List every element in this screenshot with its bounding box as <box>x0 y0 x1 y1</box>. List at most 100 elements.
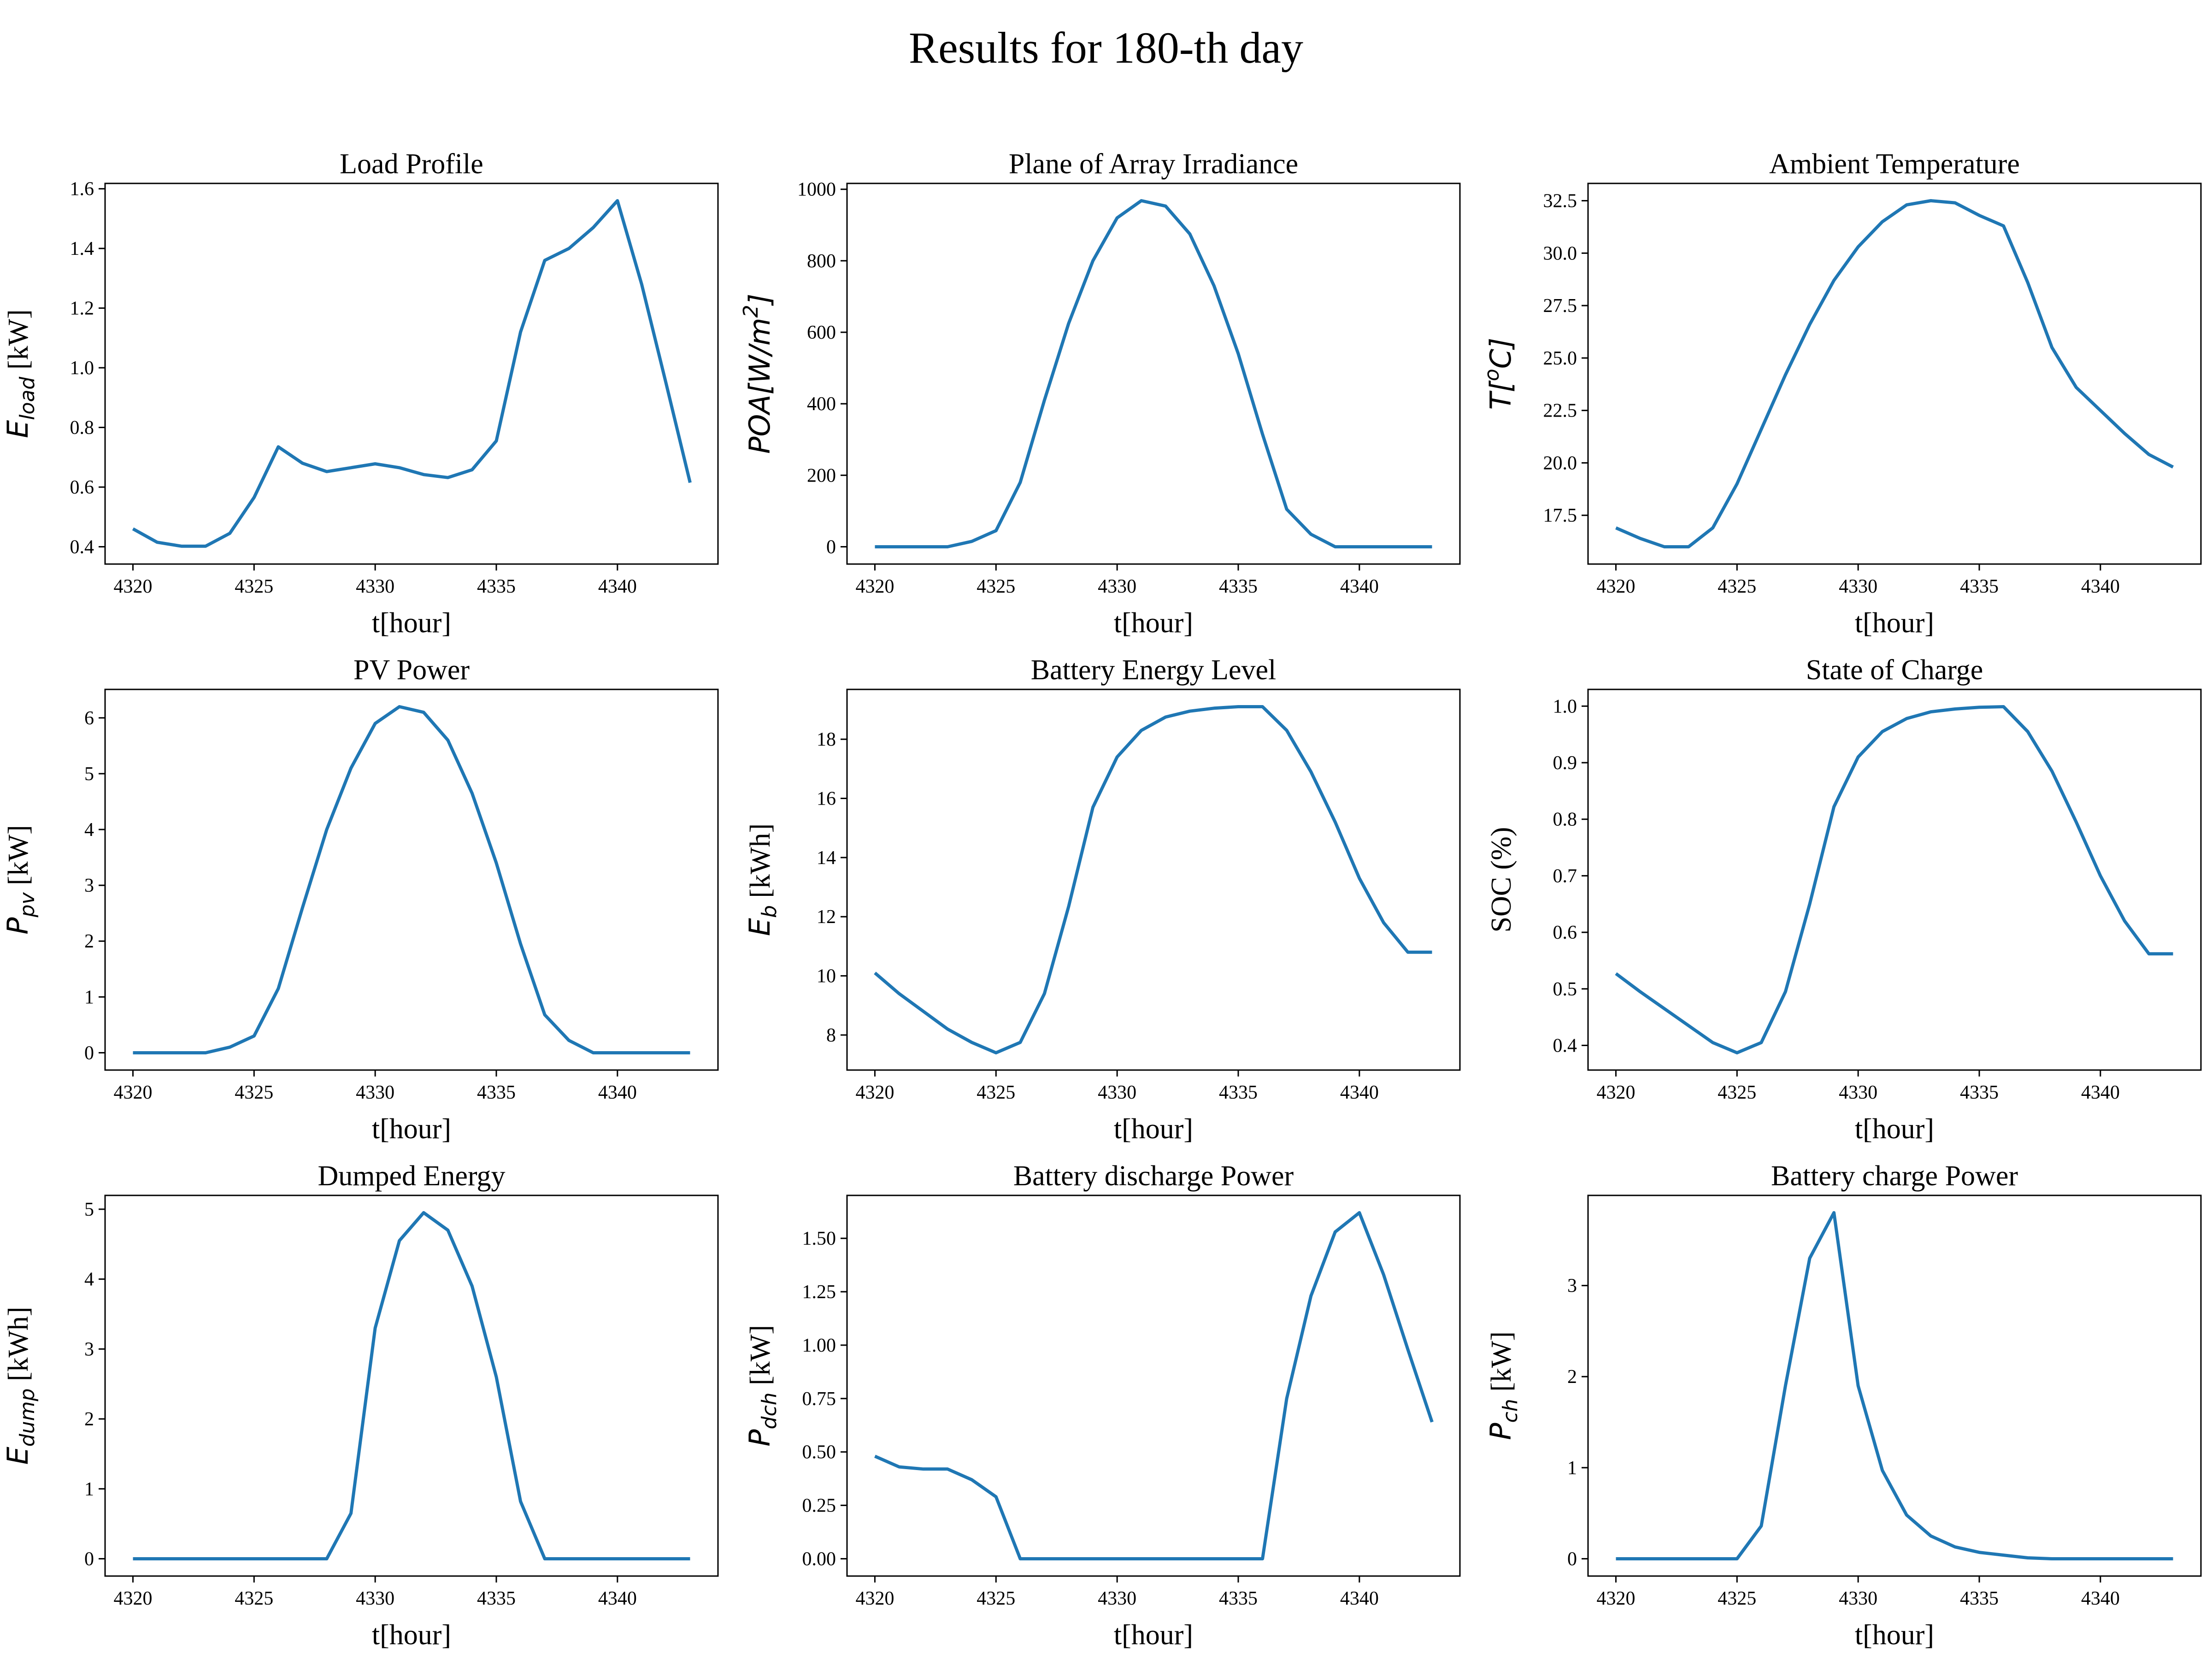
x-tick-label: 4340 <box>598 576 637 597</box>
x-tick-label: 4320 <box>855 1588 894 1609</box>
x-tick-label: 4330 <box>1098 1082 1136 1103</box>
x-tick-label: 4325 <box>1718 576 1756 597</box>
x-tick-label: 4335 <box>477 576 516 597</box>
y-label-subscript: b <box>758 905 781 918</box>
x-tick-label: 4340 <box>1340 1588 1379 1609</box>
y-tick-label: 3 <box>1567 1276 1577 1297</box>
y-label-superscript: 2 <box>739 305 763 318</box>
y-label-unit: [kWh] <box>3 1306 34 1388</box>
y-tick-label: 0 <box>84 1548 94 1570</box>
series-line <box>1616 1211 2173 1560</box>
y-tick-label: 1.00 <box>802 1335 836 1356</box>
y-tick-label: 400 <box>807 394 836 415</box>
y-label-subscript: ch <box>1499 1399 1522 1423</box>
x-tick-label: 4320 <box>1596 1082 1635 1103</box>
y-tick-label: 0.6 <box>70 477 94 498</box>
y-tick-label: 2 <box>1567 1366 1577 1388</box>
x-tick-label: 4340 <box>2081 1588 2120 1609</box>
y-axis-label: POA[W/m2] <box>739 294 777 454</box>
series-line <box>875 199 1432 548</box>
axes-frame <box>1587 1194 2202 1577</box>
x-tick-label: 4340 <box>1340 1082 1379 1103</box>
y-label-main: POA[W/m <box>743 318 777 453</box>
y-tick-label: 16 <box>817 788 836 810</box>
panel-title: Plane of Array Irradiance <box>1009 148 1298 180</box>
y-label-main: E <box>743 918 777 936</box>
panel-title: Battery discharge Power <box>1013 1160 1294 1192</box>
x-axis-label: t[hour] <box>372 607 451 639</box>
y-axis-label: Pch [kW] <box>1484 1331 1522 1440</box>
y-tick-label: 1.0 <box>70 358 94 379</box>
y-label-superscript: o <box>1480 369 1504 381</box>
panel-4: PV Power 4320 4325 4330 4335 4340 0 1 2 3 4 5 6 t[hou… <box>1 654 719 1145</box>
x-tick-label: 4325 <box>235 1588 273 1609</box>
axes-frame <box>104 688 719 1071</box>
y-tick-label: 200 <box>807 465 836 486</box>
x-axis-label: t[hour] <box>1855 1113 1934 1145</box>
panel-5: Battery Energy Level 4320 4325 4330 4335 4340… <box>743 654 1461 1145</box>
x-tick-label: 4335 <box>1960 1588 1999 1609</box>
y-tick-label: 8 <box>826 1025 836 1046</box>
y-tick-label: 4 <box>84 819 94 841</box>
series-line <box>132 199 692 548</box>
axes-frame <box>846 688 1461 1071</box>
y-tick-label: 1 <box>84 1479 94 1500</box>
y-label-subscript: pv <box>16 892 39 918</box>
y-tick-label: 1.4 <box>70 238 94 259</box>
x-axis-label: t[hour] <box>1855 607 1934 639</box>
y-tick-label: 0.5 <box>1553 979 1577 1000</box>
y-label-main: P <box>1 917 35 935</box>
y-tick-label: 3 <box>84 875 94 896</box>
x-tick-label: 4320 <box>113 1588 152 1609</box>
y-tick-label: 600 <box>807 322 836 343</box>
y-tick-label: 1 <box>84 987 94 1008</box>
x-tick-label: 4330 <box>356 1082 394 1103</box>
y-tick-label: 30.0 <box>1543 243 1577 264</box>
x-tick-label: 4330 <box>1839 1082 1877 1103</box>
y-tick-label: 1.2 <box>70 298 94 319</box>
y-label-unit: [kW] <box>3 309 34 377</box>
x-tick-label: 4335 <box>1960 576 1999 597</box>
panel-6: State of Charge 4320 4325 4330 4335 4340 0.4 0.… <box>1486 654 2202 1145</box>
y-tick-label: 0.8 <box>1553 809 1577 830</box>
y-tick-label: 20.0 <box>1543 453 1577 474</box>
panel-8: Battery discharge Power 4320 4325 4330 4335 4… <box>743 1160 1461 1651</box>
x-axis-label: t[hour] <box>1114 1619 1193 1651</box>
panel-9: Battery charge Power 4320 4325 4330 4335 4340… <box>1484 1160 2202 1651</box>
panel-title: Battery Energy Level <box>1031 654 1277 686</box>
y-axis-label: Eload [kW] <box>1 309 39 438</box>
y-axis-label: SOC (%) <box>1486 827 1517 932</box>
y-tick-label: 14 <box>817 847 836 869</box>
axes-frame <box>104 1194 719 1577</box>
axes-frame <box>1587 688 2202 1071</box>
y-axis-label: T[oC] <box>1480 338 1518 410</box>
x-tick-label: 4330 <box>356 1588 394 1609</box>
y-tick-label: 12 <box>817 906 836 928</box>
axes-frame <box>104 182 719 565</box>
x-tick-label: 4335 <box>477 1588 516 1609</box>
y-label-subscript: dump <box>16 1388 39 1447</box>
y-label-main: E <box>1 420 35 438</box>
y-tick-label: 1000 <box>797 179 836 200</box>
y-label-tail: C] <box>1484 338 1518 369</box>
y-tick-label: 22.5 <box>1543 400 1577 422</box>
y-label-subscript: load <box>16 376 39 420</box>
x-tick-label: 4325 <box>977 576 1015 597</box>
y-tick-label: 32.5 <box>1543 191 1577 212</box>
x-tick-label: 4325 <box>977 1082 1015 1103</box>
y-tick-label: 3 <box>84 1339 94 1360</box>
y-tick-label: 2 <box>84 931 94 952</box>
y-label-main: P <box>1484 1423 1518 1440</box>
y-tick-label: 4 <box>84 1269 94 1290</box>
x-axis-label: t[hour] <box>1114 1113 1193 1145</box>
x-tick-label: 4325 <box>1718 1082 1756 1103</box>
x-tick-label: 4325 <box>1718 1588 1756 1609</box>
y-tick-label: 0.00 <box>802 1548 836 1570</box>
panel-7: Dumped Energy 4320 4325 4330 4335 4340 0 1 2 3 4 5 t… <box>1 1160 719 1651</box>
y-tick-label: 0.6 <box>1553 922 1577 943</box>
x-tick-label: 4340 <box>1340 576 1379 597</box>
y-tick-label: 0.75 <box>802 1388 836 1410</box>
x-tick-label: 4325 <box>235 1082 273 1103</box>
